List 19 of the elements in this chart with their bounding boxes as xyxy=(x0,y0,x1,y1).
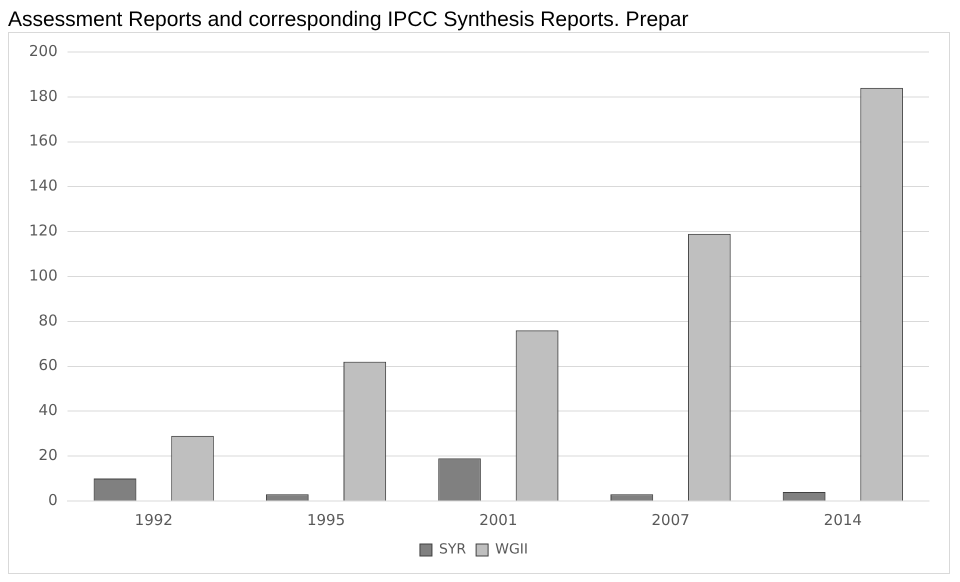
y-tick-label: 200 xyxy=(28,42,58,60)
x-tick-label: 2007 xyxy=(651,510,690,529)
x-tick-label: 2001 xyxy=(479,510,518,529)
y-tick-label: 80 xyxy=(38,311,58,330)
y-tick-label: 20 xyxy=(38,446,58,464)
x-tick-label: 1995 xyxy=(306,510,346,529)
y-tick-label: 0 xyxy=(48,490,58,509)
y-tick-label: 160 xyxy=(28,132,58,150)
legend-label: SYR xyxy=(438,542,466,558)
legend-label: WGII xyxy=(495,542,528,558)
chart-title: Assessment Reports and corresponding IPCC Synthesis Reports. Prepar xyxy=(8,8,690,32)
y-tick-label: 120 xyxy=(28,221,58,240)
y-tick-label: 100 xyxy=(28,266,58,284)
y-tick-label: 180 xyxy=(28,86,58,105)
y-tick-label: 60 xyxy=(38,356,58,374)
x-tick-label: 2014 xyxy=(824,510,862,529)
y-tick-label: 40 xyxy=(38,401,58,420)
y-tick-label: 140 xyxy=(28,176,58,195)
x-tick-label: 1992 xyxy=(134,510,173,529)
